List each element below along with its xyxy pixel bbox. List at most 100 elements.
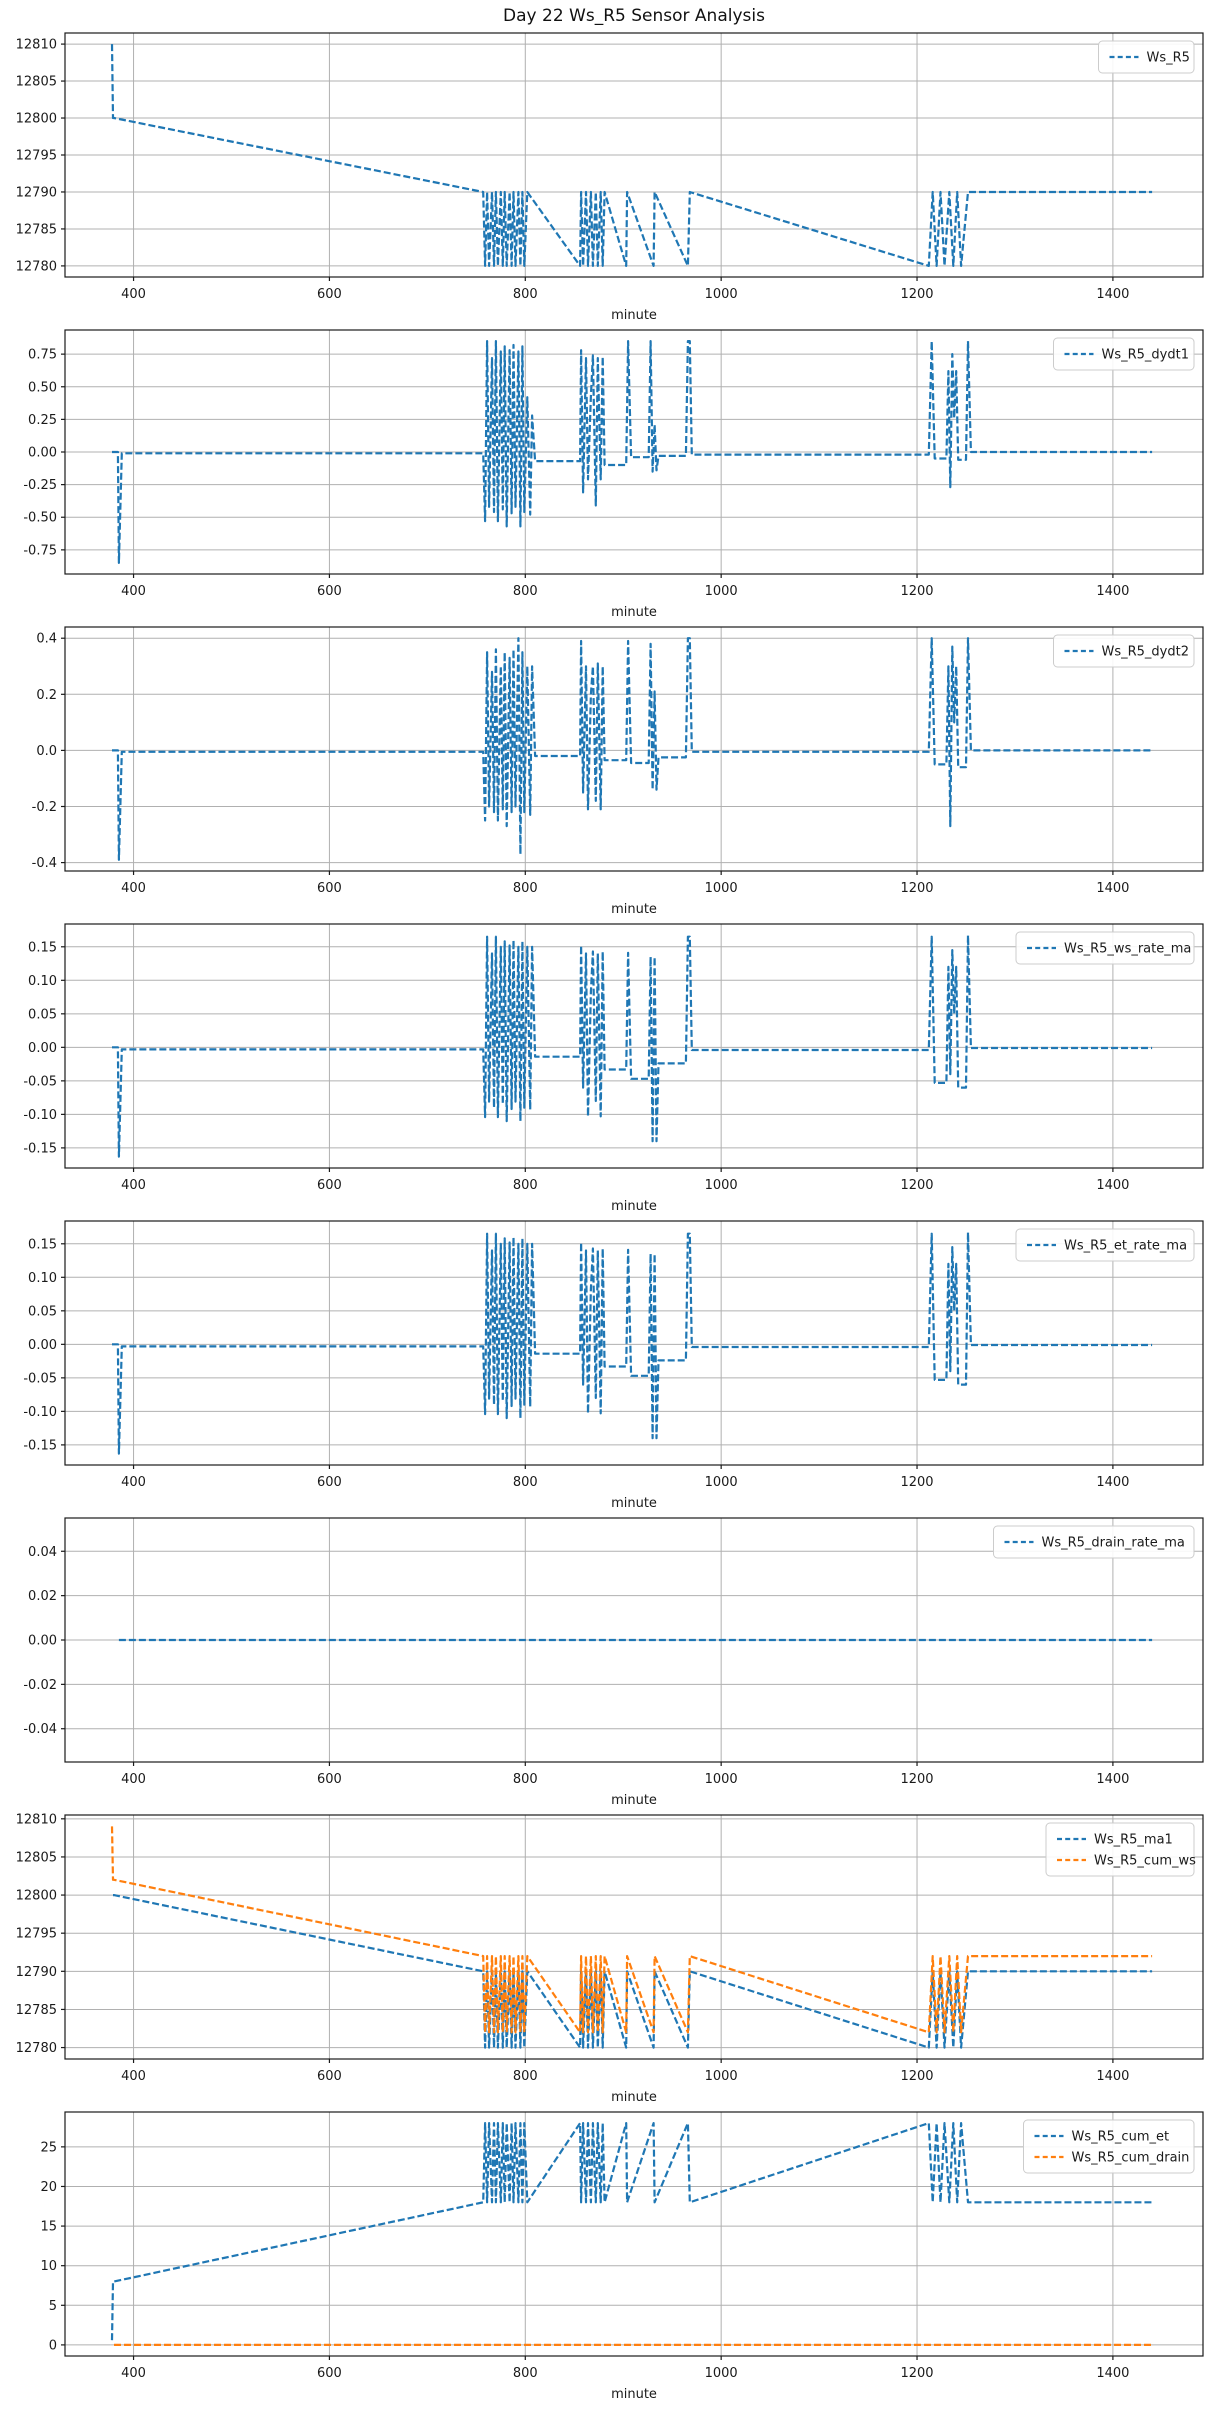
x-axis-title: minute: [611, 2387, 657, 2402]
legend-ws-r5-dydt1: Ws_R5_dydt1: [1053, 337, 1195, 371]
y-tick-label: -0.10: [23, 1405, 57, 1420]
x-tick-label: 800: [513, 287, 538, 302]
y-tick-label: -0.05: [23, 1371, 57, 1386]
legend-ws-r5-ma1-cum-ws: Ws_R5_ma1 Ws_R5_cum_ws: [1045, 1822, 1196, 1877]
x-axis-title: minute: [611, 2090, 657, 2105]
legend-box: [1045, 1822, 1195, 1877]
y-tick-label: 0.10: [28, 1271, 57, 1286]
y-tick-label: 25: [40, 2140, 57, 2155]
grid-ws-r5-et-rate-ma: [65, 1221, 1203, 1465]
y-tick-label: 0.00: [28, 1041, 57, 1056]
x-tick-label: 400: [121, 584, 146, 599]
series-Ws_R5_ws_rate_ma: [112, 934, 1153, 1158]
x-axis-title: minute: [611, 1793, 657, 1808]
grid-ws-r5-ma1-cum-ws: [65, 1815, 1203, 2059]
y-tick-label: 0.00: [28, 1634, 57, 1649]
grid-ws-r5-dydt2: [65, 627, 1203, 871]
grid-ws-r5: [65, 33, 1203, 277]
y-tick-label: 0.02: [28, 1589, 57, 1604]
x-axis-title: minute: [611, 308, 657, 323]
x-axis-ws-r5-et-rate-ma: 400 600 800 1000 1200 1400: [121, 1465, 1129, 1490]
x-tick-label: 1000: [705, 2069, 738, 2084]
legend-ws-r5-dydt2: Ws_R5_dydt2: [1053, 634, 1195, 668]
x-tick-label: 1200: [900, 1475, 933, 1490]
x-tick-label: 600: [317, 2069, 342, 2084]
y-tick-label: -0.05: [23, 1074, 57, 1089]
legend-label-Ws_R5_et_rate_ma: Ws_R5_et_rate_ma: [1064, 1239, 1187, 1254]
y-tick-label: -0.15: [23, 1438, 57, 1453]
x-tick-label: 1400: [1096, 1772, 1129, 1787]
y-axis-ws-r5-ma1-cum-ws: 12780 12785 12790 12795 12800 12805 12810: [16, 1812, 65, 2056]
y-tick-label: -0.04: [23, 1722, 57, 1737]
y-tick-label: 5: [49, 2299, 57, 2314]
y-tick-label: 0.05: [28, 1304, 57, 1319]
x-tick-label: 1200: [900, 2069, 933, 2084]
y-tick-label: -0.15: [23, 1141, 57, 1156]
x-tick-label: 800: [513, 1178, 538, 1193]
legend-label-Ws_R5_cum_drain: Ws_R5_cum_drain: [1072, 2151, 1190, 2166]
series-Ws_R5: [110, 44, 1153, 267]
series-Ws_R5_dydt2: [112, 637, 1153, 861]
x-tick-label: 1400: [1096, 2366, 1129, 2381]
y-tick-label: 0.4: [36, 632, 57, 647]
x-tick-label: 800: [513, 584, 538, 599]
y-tick-label: 15: [40, 2220, 57, 2235]
y-tick-label: 0.15: [28, 940, 57, 955]
x-tick-label: 1400: [1096, 1475, 1129, 1490]
series-Ws_R5_cum_ws: [110, 1826, 1153, 2034]
x-tick-label: 1400: [1096, 1178, 1129, 1193]
series-Ws_R5_cum_et: [110, 2122, 1153, 2341]
x-axis-ws-r5-ws-rate-ma: 400 600 800 1000 1200 1400: [121, 1168, 1129, 1193]
x-tick-label: 1200: [900, 2366, 933, 2381]
y-tick-label: 12805: [16, 1850, 57, 1865]
x-tick-label: 600: [317, 881, 342, 896]
legend-box: [1015, 931, 1195, 965]
y-tick-label: 12805: [16, 75, 57, 90]
y-tick-label: 0: [49, 2338, 57, 2353]
x-tick-label: 400: [121, 1178, 146, 1193]
y-tick-label: 12810: [16, 38, 57, 53]
subplot-ws-r5-et-rate-ma: 400 600 800 1000 1200 1400 -0.15 -0.10 -0.05 0.00…: [23, 1220, 1204, 1511]
y-tick-label: 12800: [16, 112, 57, 127]
x-tick-label: 1200: [900, 1772, 933, 1787]
legend-label-Ws_R5_drain_rate_ma: Ws_R5_drain_rate_ma: [1042, 1536, 1185, 1551]
y-tick-label: -0.75: [23, 543, 57, 558]
grid-ws-r5-ws-rate-ma: [65, 924, 1203, 1168]
legend-box: [1053, 337, 1195, 371]
x-axis-ws-r5: 400 600 800 1000 1200 1400: [121, 277, 1129, 302]
x-tick-label: 1400: [1096, 584, 1129, 599]
x-axis-ws-r5-dydt1: 400 600 800 1000 1200 1400: [121, 574, 1129, 599]
y-axis-ws-r5-drain-rate-ma: -0.04 -0.02 0.00 0.02 0.04: [23, 1545, 65, 1737]
y-tick-label: -0.4: [32, 856, 57, 871]
x-tick-label: 1400: [1096, 881, 1129, 896]
legend-label-Ws_R5_ma1: Ws_R5_ma1: [1094, 1833, 1173, 1848]
y-tick-label: 20: [40, 2180, 57, 2195]
y-tick-label: 12800: [16, 1889, 57, 1904]
x-tick-label: 400: [121, 1772, 146, 1787]
legend-label-Ws_R5_cum_et: Ws_R5_cum_et: [1072, 2130, 1170, 2145]
y-tick-label: 0.00: [28, 446, 57, 461]
y-axis-ws-r5: 12780 12785 12790 12795 12800 12805 12810: [16, 38, 65, 274]
x-tick-label: 1200: [900, 1178, 933, 1193]
x-tick-label: 600: [317, 287, 342, 302]
axes-spine: [64, 329, 1204, 575]
y-tick-label: 0.00: [28, 1338, 57, 1353]
legend-box: [1015, 1228, 1195, 1262]
x-tick-label: 1000: [705, 584, 738, 599]
x-axis-title: minute: [611, 1496, 657, 1511]
subplot-ws-r5-dydt1: 400 600 800 1000 1200 1400 -0.75 -0.50 -0.25 0.00…: [23, 329, 1204, 620]
legend-label-Ws_R5_cum_ws: Ws_R5_cum_ws: [1094, 1854, 1196, 1869]
x-tick-label: 1000: [705, 881, 738, 896]
x-tick-label: 800: [513, 2366, 538, 2381]
subplot-ws-r5-ma1-cum-ws: 400 600 800 1000 1200 1400 12780 12785 12790 1279…: [16, 1812, 1204, 2105]
y-tick-label: 12790: [16, 185, 57, 200]
legend-ws-r5-et-rate-ma: Ws_R5_et_rate_ma: [1015, 1228, 1195, 1262]
x-axis-ws-r5-ma1-cum-ws: 400 600 800 1000 1200 1400: [121, 2059, 1129, 2084]
y-tick-label: -0.25: [23, 478, 57, 493]
y-tick-label: 0.15: [28, 1237, 57, 1252]
y-tick-label: 0.75: [28, 348, 57, 363]
x-axis-title: minute: [611, 902, 657, 917]
x-axis-ws-r5-cum-et-cum-drain: 400 600 800 1000 1200 1400: [121, 2356, 1129, 2381]
legend-label-Ws_R5_ws_rate_ma: Ws_R5_ws_rate_ma: [1064, 942, 1191, 957]
